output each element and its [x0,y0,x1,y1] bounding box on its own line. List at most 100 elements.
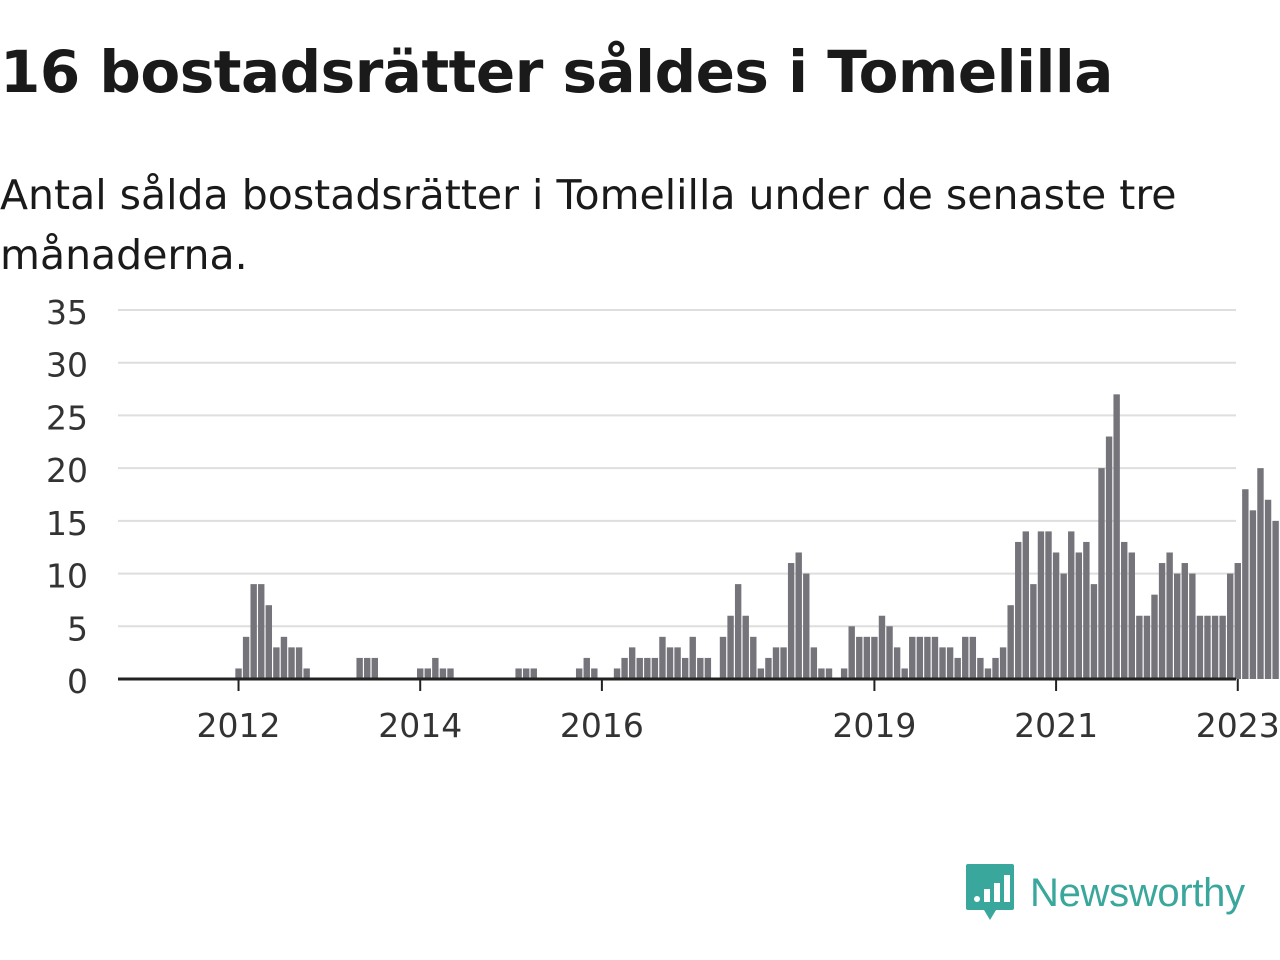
bar [659,636,666,679]
bar [734,584,742,679]
bar [1272,520,1279,679]
bar [886,626,893,679]
bar [636,657,643,679]
bar [356,657,363,679]
bar [522,668,530,679]
bar [644,657,651,679]
bar [916,636,924,679]
bar [878,615,886,679]
bar [984,668,992,679]
bar [439,668,447,679]
bar [689,636,696,679]
bar [992,657,999,679]
bar-chart: 0 5 10 15 20 25 30 35 2012 2014 2016 2019 2021 2023 2… [46,293,1280,745]
bar [591,668,598,679]
y-tick-label: 5 [67,609,88,648]
newsworthy-logo-icon [966,864,1014,920]
bar [750,636,757,679]
bar [863,636,871,679]
x-tick-label: 2023 [1196,706,1280,745]
bar [424,668,431,679]
bar [235,668,242,679]
bar [909,636,916,679]
bar [628,647,636,679]
bar [946,647,954,679]
bar [417,668,424,679]
bar [583,657,590,679]
bar [1015,541,1022,679]
bar [575,668,583,679]
bar [265,605,273,679]
bar [962,636,969,679]
bar [1060,573,1067,679]
y-tick-label: 20 [46,451,88,490]
bar [1007,605,1014,679]
bar [787,563,795,679]
y-tick-label: 15 [46,504,88,543]
y-axis-labels: 0 5 10 15 20 25 30 35 [46,293,88,701]
bar [258,584,265,679]
bar [954,657,961,679]
bar [295,647,303,679]
bar [1090,584,1098,679]
bar [901,668,908,679]
bar [1098,468,1105,679]
bar [447,668,454,679]
bar [1136,615,1143,679]
bar [1022,531,1030,679]
bar [530,668,537,679]
y-tick-label: 0 [67,662,88,701]
gridlines [118,309,1236,628]
bar [1121,541,1128,679]
y-tick-label: 25 [46,398,88,437]
bar [848,626,855,679]
bar [780,647,787,679]
bar [1249,510,1257,679]
bar [765,657,772,679]
bar [280,636,288,679]
y-tick-label: 35 [46,293,88,332]
bar [1030,584,1037,679]
y-tick-label: 10 [46,557,88,596]
bar [727,615,734,679]
bar [432,657,439,679]
bar [1083,541,1090,679]
bar [810,647,818,679]
bar [803,573,810,679]
bar [1219,615,1226,679]
bar [825,668,833,679]
bar [621,657,628,679]
x-tick-label: 2019 [832,706,916,745]
bar [697,657,704,679]
bar [1113,394,1120,679]
bar [1234,563,1241,679]
brand: Newsworthy [964,862,1245,924]
bar [364,657,371,679]
brand-name: Newsworthy [1030,870,1245,915]
bar [1204,615,1211,679]
bar [1174,573,1181,679]
bar [674,647,681,679]
chart-title: 16 bostadsrätter såldes i Tomelilla [0,38,1113,106]
bar [931,636,939,679]
bar [1068,531,1075,679]
x-axis-labels: 2012201420162019202120232025 [197,679,1280,745]
x-tick-label: 2012 [197,706,281,745]
bar [1181,563,1188,679]
bar [719,636,727,679]
bar [303,668,310,679]
bar [742,615,749,679]
bar [1158,563,1166,679]
bar [242,636,250,679]
bar [250,584,257,679]
bar [871,636,878,679]
bar [1143,615,1151,679]
bar [681,657,689,679]
bar [1105,436,1113,679]
bar [840,668,848,679]
bar [977,657,984,679]
bar [1257,468,1264,679]
chart-subtitle: Antal sålda bostadsrätter i Tomelilla un… [0,171,1177,279]
bar [1211,615,1219,679]
bar [288,647,295,679]
